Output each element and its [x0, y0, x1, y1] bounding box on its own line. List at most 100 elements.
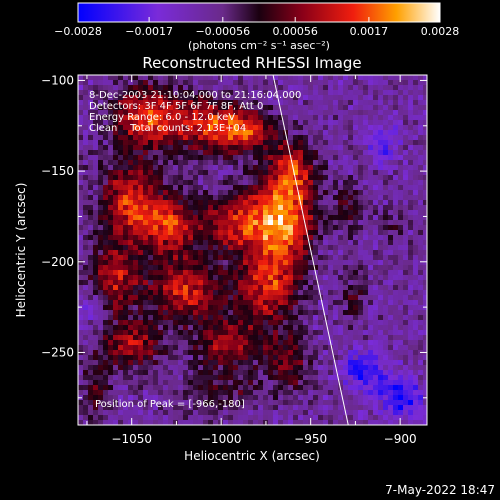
- heatmap-cell: [288, 315, 293, 320]
- heatmap-cell: [93, 130, 98, 135]
- heatmap-cell: [273, 90, 278, 95]
- heatmap-cell: [193, 200, 198, 205]
- heatmap-cell: [253, 320, 258, 325]
- solar-limb-line: [272, 75, 349, 425]
- heatmap-cell: [343, 190, 348, 195]
- heatmap-cell: [373, 75, 378, 80]
- heatmap-cell: [238, 210, 243, 215]
- heatmap-cell: [153, 375, 158, 380]
- heatmap-cell: [83, 335, 88, 340]
- heatmap-cell: [363, 400, 368, 405]
- heatmap-cell: [283, 415, 288, 420]
- heatmap-cell: [133, 210, 138, 215]
- heatmap-cell: [128, 325, 133, 330]
- heatmap-cell: [293, 295, 298, 300]
- heatmap-cell: [333, 115, 338, 120]
- heatmap-cell: [298, 335, 303, 340]
- heatmap-cell: [258, 195, 263, 200]
- heatmap-cell: [178, 220, 183, 225]
- heatmap-cell: [188, 370, 193, 375]
- heatmap-cell: [328, 200, 333, 205]
- heatmap-cell: [343, 340, 348, 345]
- heatmap-cell: [313, 260, 318, 265]
- heatmap-cell: [308, 300, 313, 305]
- heatmap-cell: [338, 360, 343, 365]
- heatmap-cell: [143, 310, 148, 315]
- heatmap-cell: [78, 260, 83, 265]
- heatmap-cell: [198, 135, 203, 140]
- colorbar-ticks: −0.0028 −0.0017 −0.00056 0.00056 0.0017 0.002…: [54, 17, 459, 38]
- heatmap-cell: [393, 240, 398, 245]
- heatmap-cell: [293, 280, 298, 285]
- heatmap-cell: [188, 275, 193, 280]
- heatmap-cell: [173, 150, 178, 155]
- heatmap-cell: [398, 185, 403, 190]
- heatmap-cell: [138, 185, 143, 190]
- heatmap-cell: [383, 140, 388, 145]
- heatmap-cell: [188, 145, 193, 150]
- heatmap-cell: [238, 120, 243, 125]
- heatmap-cell: [243, 140, 248, 145]
- heatmap-cell: [298, 310, 303, 315]
- heatmap-cell: [243, 100, 248, 105]
- heatmap-cell: [213, 95, 218, 100]
- heatmap-cell: [328, 125, 333, 130]
- heatmap-cell: [83, 215, 88, 220]
- heatmap-cell: [213, 320, 218, 325]
- heatmap-cell: [343, 275, 348, 280]
- heatmap-cell: [413, 95, 418, 100]
- heatmap-cell: [88, 320, 93, 325]
- heatmap-cell: [408, 165, 413, 170]
- heatmap-cell: [258, 290, 263, 295]
- heatmap-cell: [393, 140, 398, 145]
- heatmap-cell: [333, 325, 338, 330]
- heatmap-cell: [278, 130, 283, 135]
- heatmap-cell: [368, 335, 373, 340]
- heatmap-cell: [338, 375, 343, 380]
- heatmap-cell: [373, 125, 378, 130]
- heatmap-cell: [413, 390, 418, 395]
- heatmap-cell: [208, 200, 213, 205]
- heatmap-cell: [313, 375, 318, 380]
- heatmap-cell: [323, 340, 328, 345]
- heatmap-cell: [233, 115, 238, 120]
- heatmap-cell: [223, 380, 228, 385]
- heatmap-cell: [403, 130, 408, 135]
- heatmap-cell: [118, 280, 123, 285]
- heatmap-cell: [108, 365, 113, 370]
- heatmap-cell: [343, 95, 348, 100]
- heatmap-cell: [338, 200, 343, 205]
- heatmap-cell: [83, 80, 88, 85]
- heatmap-cell: [263, 265, 268, 270]
- heatmap-cell: [103, 370, 108, 375]
- heatmap-cell: [178, 230, 183, 235]
- heatmap-cell: [113, 225, 118, 230]
- heatmap-cell: [143, 145, 148, 150]
- heatmap-cell: [328, 300, 333, 305]
- heatmap-cell: [348, 120, 353, 125]
- heatmap-cell: [243, 235, 248, 240]
- heatmap-cell: [143, 190, 148, 195]
- heatmap-cell: [258, 145, 263, 150]
- heatmap-cell: [158, 390, 163, 395]
- heatmap-cell: [123, 220, 128, 225]
- heatmap-cell: [358, 165, 363, 170]
- heatmap-cell: [328, 240, 333, 245]
- heatmap-cell: [203, 210, 208, 215]
- heatmap-cell: [353, 190, 358, 195]
- heatmap-cell: [243, 370, 248, 375]
- heatmap-cell: [88, 395, 93, 400]
- heatmap-cell: [158, 170, 163, 175]
- heatmap-cell: [403, 220, 408, 225]
- heatmap-cell: [78, 240, 83, 245]
- heatmap-cell: [393, 405, 398, 410]
- heatmap-cell: [398, 125, 403, 130]
- heatmap-cell: [398, 85, 403, 90]
- heatmap-cell: [208, 150, 213, 155]
- heatmap-cell: [173, 195, 178, 200]
- heatmap-cell: [173, 415, 178, 420]
- heatmap-cell: [198, 385, 203, 390]
- heatmap-cell: [148, 130, 153, 135]
- heatmap-cell: [368, 260, 373, 265]
- heatmap-cell: [233, 130, 238, 135]
